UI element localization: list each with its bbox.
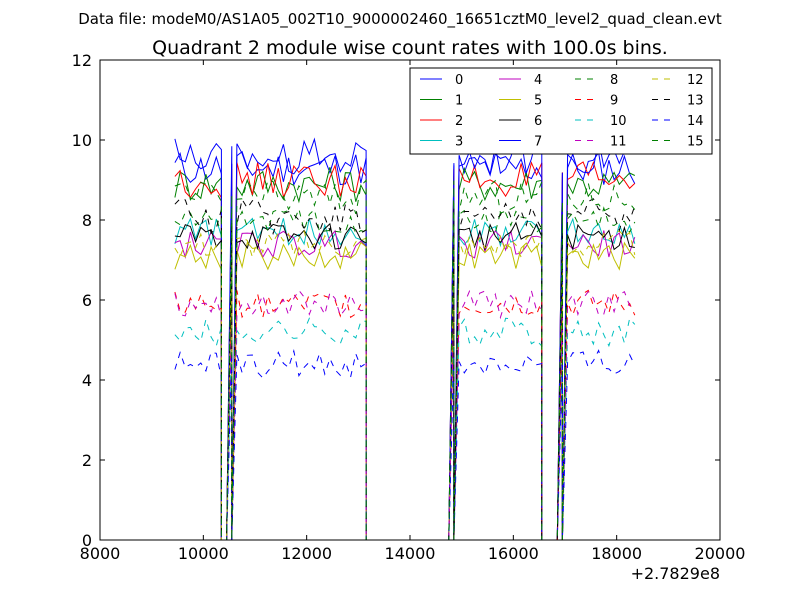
legend-box — [409, 67, 713, 155]
y-tick-label: 8 — [82, 211, 92, 230]
legend-label-6: 6 — [534, 114, 542, 129]
x-tick-label: 12000 — [281, 544, 332, 563]
plot-lines — [174, 137, 636, 541]
chart-title: Quadrant 2 module wise count rates with … — [152, 37, 668, 59]
x-tick-label: 14000 — [385, 544, 436, 563]
legend-label-2: 2 — [455, 114, 463, 129]
y-tick-label: 2 — [82, 451, 92, 470]
legend-label-0: 0 — [455, 73, 463, 88]
legend-label-14: 14 — [687, 114, 704, 129]
legend-label-7: 7 — [534, 135, 542, 150]
data-file-title: Data file: modeM0/AS1A05_002T10_90000024… — [78, 10, 722, 29]
y-tick-label: 12 — [72, 51, 92, 70]
axis-ticks: 8000 10000 12000 14000 16000 18000 20000 0 2 4 6 8 1… — [72, 51, 746, 563]
legend-label-8: 8 — [610, 73, 618, 88]
x-tick-label: 18000 — [591, 544, 642, 563]
x-tick-label: 20000 — [695, 544, 746, 563]
y-tick-label: 0 — [82, 531, 92, 550]
legend-label-12: 12 — [687, 73, 704, 88]
legend-label-1: 1 — [455, 94, 463, 109]
legend-label-13: 13 — [687, 94, 704, 109]
y-tick-label: 6 — [82, 291, 92, 310]
x-tick-label: 8000 — [80, 544, 121, 563]
y-tick-label: 10 — [72, 131, 92, 150]
legend-label-15: 15 — [687, 135, 704, 150]
y-tick-label: 4 — [82, 371, 92, 390]
legend-label-3: 3 — [455, 135, 463, 150]
x-tick-label: 16000 — [488, 544, 539, 563]
legend-label-10: 10 — [610, 114, 627, 129]
legend-label-4: 4 — [534, 73, 542, 88]
x-offset-label: +2.7829e8 — [631, 564, 720, 583]
series-line-14 — [174, 349, 636, 541]
legend-label-5: 5 — [534, 94, 542, 109]
x-tick-label: 10000 — [178, 544, 229, 563]
legend-label-9: 9 — [610, 94, 618, 109]
legend-label-11: 11 — [610, 135, 627, 150]
